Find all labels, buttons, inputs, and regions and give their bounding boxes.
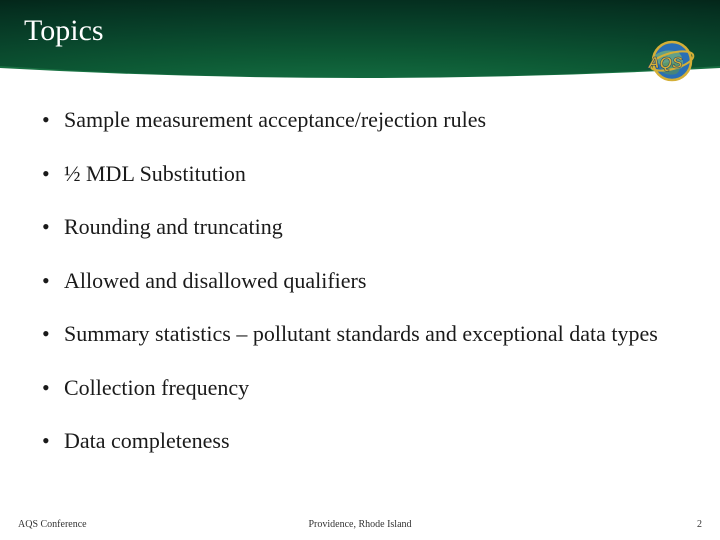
footer-center-text: Providence, Rhode Island (308, 519, 411, 530)
list-item: Allowed and disallowed qualifiers (40, 267, 690, 295)
list-item: Rounding and truncating (40, 213, 690, 241)
list-item: ½ MDL Substitution (40, 160, 690, 188)
list-item: Data completeness (40, 427, 690, 455)
svg-text:AQS: AQS (647, 55, 683, 72)
topics-list: Sample measurement acceptance/rejection … (40, 106, 690, 455)
aqs-logo: AQS (640, 40, 698, 82)
slide-header: Topics (0, 0, 720, 78)
page-title: Topics (24, 14, 104, 48)
page-number: 2 (697, 519, 702, 530)
list-item: Collection frequency (40, 374, 690, 402)
slide-content: Sample measurement acceptance/rejection … (0, 78, 720, 455)
list-item: Sample measurement acceptance/rejection … (40, 106, 690, 134)
footer-left-text: AQS Conference (18, 519, 87, 530)
header-curve-decoration (0, 66, 720, 90)
list-item: Summary statistics – pollutant standards… (40, 320, 690, 348)
